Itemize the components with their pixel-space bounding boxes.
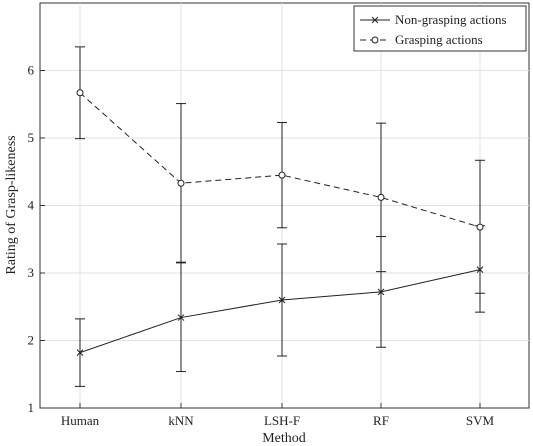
y-tick-label: 4 (28, 198, 35, 213)
legend-marker (371, 16, 379, 24)
y-axis-label: Rating of Grasp-likeness (4, 135, 19, 274)
data-point (377, 193, 385, 201)
x-tick-label: Human (61, 413, 100, 428)
legend: Non-grasping actions Grasping actions (353, 5, 527, 52)
data-point (278, 296, 286, 304)
data-point (76, 89, 84, 97)
legend-item: Grasping actions (360, 32, 483, 47)
legend-label: Grasping actions (395, 32, 483, 47)
y-tick-label: 3 (28, 265, 35, 280)
y-tick-label: 6 (28, 63, 35, 78)
series-grasping (75, 46, 485, 294)
x-axis-label: Method (262, 431, 306, 446)
x-tick-label: RF (373, 413, 389, 428)
legend-marker (371, 36, 379, 44)
y-axis-ticks: 1 2 3 4 5 6 (28, 63, 45, 415)
y-tick-label: 5 (28, 130, 35, 145)
data-point (278, 171, 286, 179)
marker-stroke (371, 16, 379, 24)
x-tick-label: LSH-F (264, 413, 300, 428)
series-layer (75, 46, 485, 387)
data-point (177, 314, 185, 321)
marker-stroke (377, 288, 385, 296)
y-tick-label: 1 (28, 400, 35, 415)
marker-stroke (177, 314, 185, 321)
x-tick-label: SVM (466, 413, 495, 428)
legend-item: Non-grasping actions (360, 12, 507, 27)
data-point (476, 223, 484, 231)
marker-stroke (278, 296, 286, 304)
x-axis-ticks: Human kNN LSH-F RF SVM (61, 403, 495, 428)
data-point (177, 179, 185, 187)
legend-box (353, 5, 527, 52)
data-point (76, 349, 84, 357)
series-line (79, 92, 481, 228)
marker-stroke (76, 349, 84, 357)
y-tick-label: 2 (28, 333, 35, 348)
data-point (377, 288, 385, 296)
x-tick-label: kNN (168, 413, 194, 428)
legend-label: Non-grasping actions (395, 12, 507, 27)
